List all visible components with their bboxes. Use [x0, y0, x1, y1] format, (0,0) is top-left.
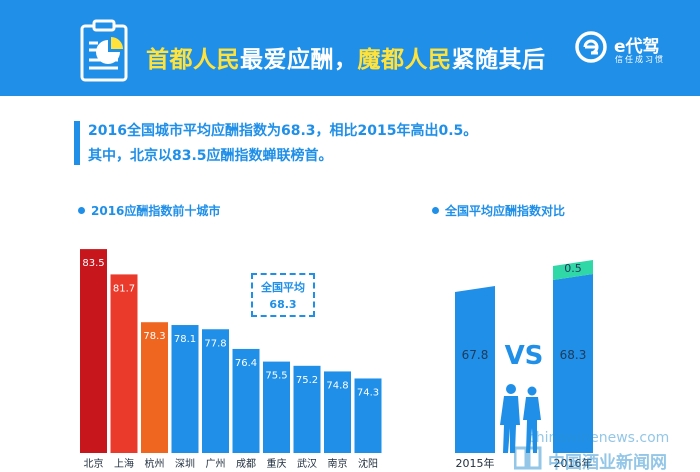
brand-logo: e代驾 信任成习惯 [574, 30, 684, 70]
national-average-box: 全国平均 68.3 [251, 273, 315, 317]
category-label: 北京 [84, 457, 104, 470]
left-chart-title: 2016应酬指数前十城市 [78, 202, 220, 219]
bar-value-label: 75.5 [265, 371, 287, 382]
right-chart-title-text: 全国平均应酬指数对比 [445, 204, 566, 218]
bar-3 [141, 322, 168, 453]
watermark: chinawinenews.com 中国酒业新闻网 [514, 430, 700, 472]
category-label: 广州 [206, 458, 226, 470]
difference-segment [553, 260, 593, 280]
title-highlight-beijing: 首都人民 [146, 47, 240, 73]
year-label: 2016年 [554, 456, 593, 470]
intro-line-2: 其中，北京以83.5应酬指数蝉联榜首。 [88, 148, 333, 164]
category-label: 武汉 [297, 457, 317, 470]
title-highlight-shanghai: 魔都人民 [357, 47, 452, 73]
vs-label: VS [505, 341, 544, 371]
bar-4 [171, 325, 199, 453]
brand-name: e代驾 [614, 37, 660, 57]
bar-value-label: 83.5 [82, 258, 104, 269]
category-label: 沈阳 [358, 457, 378, 470]
bar-7 [263, 361, 290, 453]
news-logo-icon [514, 446, 542, 470]
bar-value-label: 81.7 [113, 283, 135, 294]
right-chart-title: 全国平均应酬指数对比 [432, 202, 565, 219]
bar-value-label: 77.8 [204, 338, 226, 349]
bar-6 [232, 348, 260, 453]
national-average-label: 全国平均 [261, 281, 305, 294]
page-title: 首都人民最爱应酬，魔都人民紧随其后 [146, 40, 546, 74]
bar-value-label: 78.3 [143, 331, 165, 342]
bar-2 [110, 274, 138, 453]
intro-line-1: 2016全国城市平均应酬指数为68.3，相比2015年高出0.5。 [88, 123, 478, 139]
title-text-2: 紧随其后 [451, 47, 546, 73]
bullet-dot-icon [432, 207, 439, 214]
category-label: 重庆 [267, 457, 287, 470]
watermark-url: chinawinenews.com [528, 430, 670, 446]
category-label: 杭州 [145, 457, 165, 470]
comparison-value-label: 68.3 [560, 348, 587, 362]
category-label: 上海 [114, 457, 134, 470]
title-text-1: 最爱应酬， [240, 47, 358, 73]
bar-8 [293, 365, 321, 453]
bar-value-label: 75.2 [296, 375, 318, 386]
category-label: 南京 [328, 457, 348, 470]
comparison-value-label: 67.8 [462, 348, 489, 362]
category-label: 深圳 [175, 458, 195, 470]
bar-value-label: 74.8 [326, 380, 348, 391]
brand-slogan: 信任成习惯 [615, 55, 665, 64]
bar-value-label: 78.1 [174, 334, 196, 345]
clipboard-chart-icon [80, 19, 128, 82]
bar-9 [324, 371, 351, 453]
left-chart-title-text: 2016应酬指数前十城市 [91, 204, 221, 218]
comparison-bar-1 [455, 286, 495, 453]
bar-10 [354, 378, 382, 453]
comparison-bar-2 [553, 274, 593, 453]
intro-accent-bar [74, 121, 80, 165]
bar-value-label: 74.3 [357, 387, 379, 398]
header-banner: 首都人民最爱应酬，魔都人民紧随其后 e代驾 信任成习惯 [0, 0, 700, 96]
people-silhouette-icon [500, 384, 541, 453]
bar-1 [80, 249, 107, 453]
bullet-dot-icon [78, 207, 85, 214]
category-label: 成都 [236, 458, 256, 470]
watermark-name: 中国酒业新闻网 [548, 453, 667, 472]
bar-5 [202, 329, 229, 453]
difference-value-label: 0.5 [564, 262, 582, 275]
year-label: 2015年 [456, 456, 495, 470]
edaijia-logo-icon [575, 31, 607, 63]
national-average-value: 68.3 [269, 298, 297, 311]
bar-value-label: 76.4 [235, 358, 257, 369]
